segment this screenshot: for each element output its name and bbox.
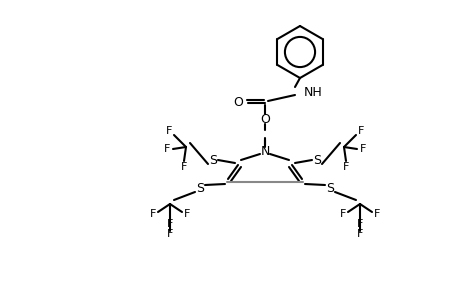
Text: F: F bbox=[150, 209, 156, 219]
Text: O: O bbox=[233, 95, 242, 109]
Text: F: F bbox=[342, 162, 348, 172]
Text: S: S bbox=[196, 182, 203, 194]
Text: S: S bbox=[325, 182, 333, 194]
Text: F: F bbox=[359, 144, 365, 154]
Text: O: O bbox=[259, 112, 269, 125]
Text: F: F bbox=[184, 209, 190, 219]
Text: F: F bbox=[167, 229, 173, 239]
Text: F: F bbox=[167, 219, 173, 229]
Text: F: F bbox=[357, 126, 364, 136]
Text: S: S bbox=[208, 154, 217, 166]
Text: F: F bbox=[339, 209, 346, 219]
Text: N: N bbox=[260, 145, 269, 158]
Text: S: S bbox=[312, 154, 320, 166]
Text: F: F bbox=[180, 162, 187, 172]
Text: F: F bbox=[165, 126, 172, 136]
Text: F: F bbox=[356, 229, 363, 239]
Text: F: F bbox=[356, 219, 363, 229]
Text: F: F bbox=[163, 144, 170, 154]
Text: F: F bbox=[373, 209, 379, 219]
Text: NH: NH bbox=[303, 85, 322, 98]
